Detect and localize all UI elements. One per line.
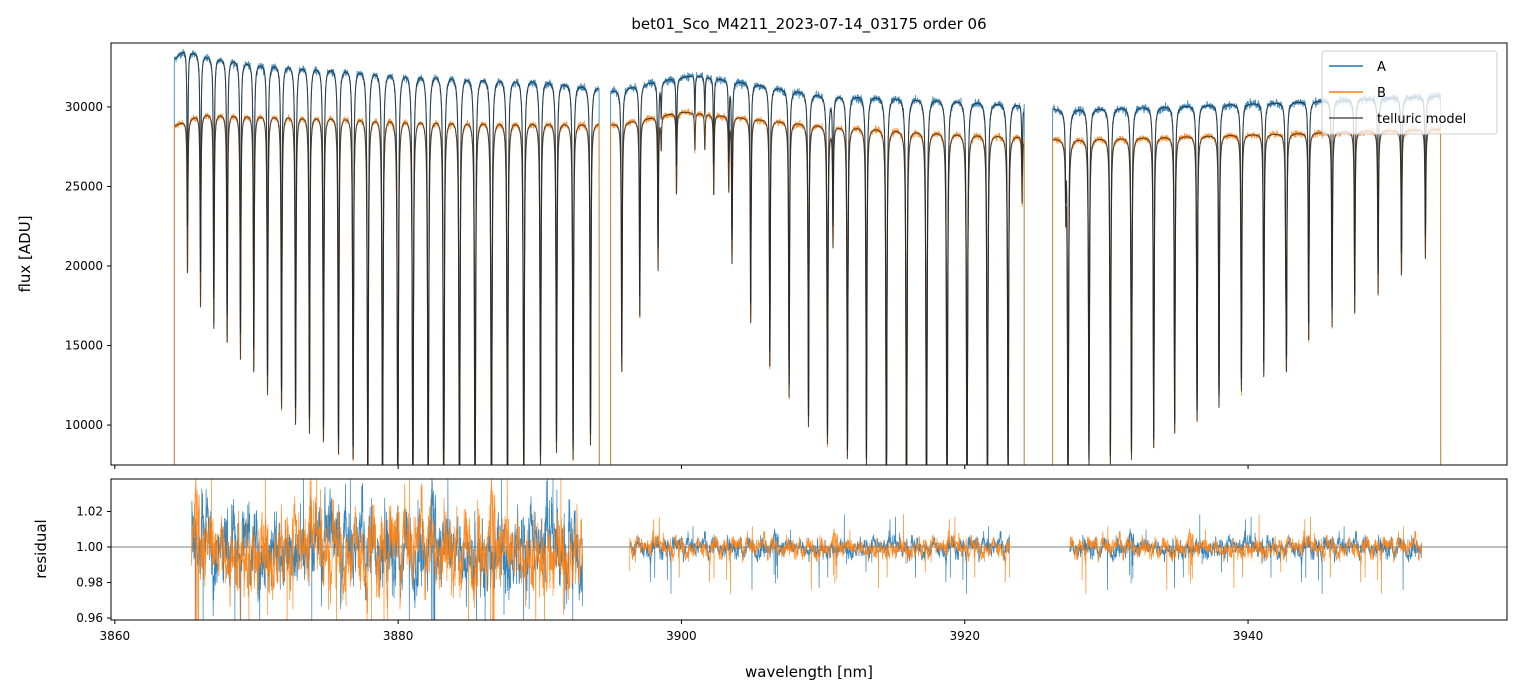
flux-panel (173, 48, 1442, 465)
legend-box (1321, 50, 1498, 135)
legend-label: B (1377, 86, 1386, 101)
series-A-segment-1 (610, 72, 1025, 465)
axes: 3860 3880 3900 3920 3940 10000 15000 20000 25000… (65, 42, 1508, 643)
flux-y-tick-label: 20000 (65, 259, 103, 273)
residual-y-tick-label: 0.98 (76, 576, 103, 590)
telluric-model-B-segment-1 (611, 111, 1024, 465)
residual-B-segment-2 (1069, 514, 1422, 595)
chart-title: bet01_Sco_M4211_2023-07-14_03175 order 0… (631, 15, 986, 34)
residual-B-segment-0 (191, 479, 583, 620)
x-tick-label: 3900 (666, 629, 697, 643)
x-tick-label: 3860 (100, 629, 131, 643)
x-tick-label: 3880 (383, 629, 414, 643)
flux-axes-frame (110, 42, 1508, 466)
series-A-segment-0 (173, 48, 600, 465)
y-axis-label-flux: flux [ADU] (16, 215, 34, 292)
residual-panel (111, 479, 1507, 620)
x-tick-label: 3920 (949, 629, 980, 643)
residual-y-tick-label: 1.02 (76, 504, 103, 518)
telluric-model-B-segment-2 (1053, 128, 1440, 465)
residual-axes-frame (110, 478, 1508, 621)
residual-y-tick-label: 0.96 (76, 611, 103, 625)
flux-y-tick-label: 10000 (65, 418, 103, 432)
legend-label: telluric model (1377, 112, 1466, 127)
telluric-model-A-segment-0 (174, 52, 599, 465)
x-tick-label: 3940 (1233, 629, 1264, 643)
residual-B-segment-1 (629, 514, 1011, 595)
series-B-segment-1 (610, 108, 1025, 465)
residual-y-tick-label: 1.00 (76, 540, 103, 554)
series-B-segment-0 (173, 112, 600, 465)
x-axis-label: wavelength [nm] (745, 663, 873, 681)
flux-y-tick-label: 25000 (65, 179, 103, 193)
y-axis-label-residual: residual (32, 519, 50, 578)
telluric-model-A-segment-1 (611, 75, 1024, 465)
legend-label: A (1377, 60, 1386, 75)
telluric-model-B-segment-0 (174, 115, 599, 465)
flux-y-tick-label: 15000 (65, 339, 103, 353)
flux-y-tick-label: 30000 (65, 100, 103, 114)
